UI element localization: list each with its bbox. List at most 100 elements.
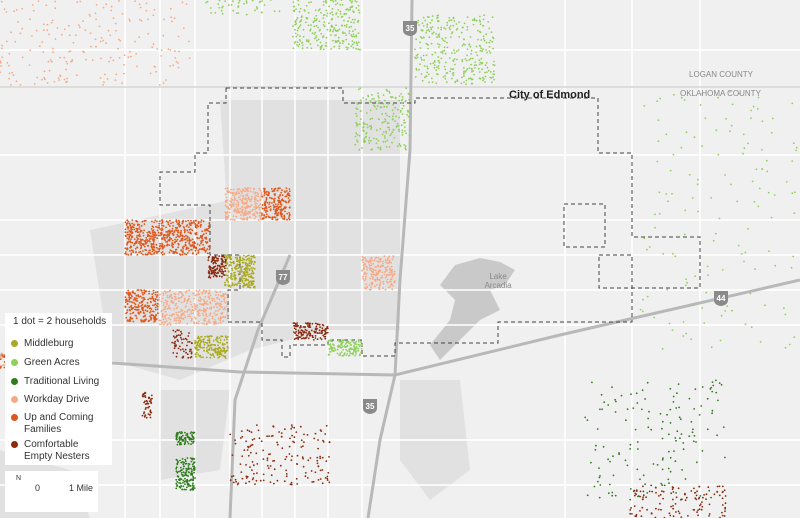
household-dot [318,332,321,334]
household-dot [401,98,404,101]
household-dot [285,455,288,458]
household-dot [608,483,611,486]
household-dot [258,1,261,4]
household-dot [68,50,70,53]
household-dot [208,314,211,317]
household-dot [186,353,189,356]
household-dot [670,505,672,508]
household-dot [687,514,689,517]
household-dot [293,331,295,333]
household-dot [214,11,217,14]
household-dot [191,248,193,251]
household-dot [190,457,193,460]
household-dot [347,43,350,45]
household-dot [469,57,472,60]
household-dot [392,274,394,277]
household-dot [41,78,44,81]
household-dot [239,255,241,257]
household-dot [225,201,228,204]
household-dot [384,112,387,115]
household-dot [388,92,391,94]
household-dot [150,314,153,317]
household-dot [95,4,98,6]
household-dot [148,230,151,233]
household-dot [226,279,229,282]
household-dot [251,478,254,481]
household-dot [357,48,360,51]
household-dot [366,266,369,269]
household-dot [148,249,151,252]
household-dot [279,211,282,213]
household-dot [224,343,226,346]
household-dot [456,80,459,82]
household-dot [207,352,210,354]
household-dot [171,244,173,247]
household-dot [248,430,251,433]
household-dot [1,354,4,356]
household-dot [204,296,207,298]
household-dot [185,469,188,472]
household-dot [231,199,234,201]
household-dot [194,353,197,356]
household-dot [480,39,483,41]
household-dot [328,441,331,444]
household-dot [184,348,187,351]
household-dot [288,214,291,217]
household-dot [277,203,280,206]
household-dot [455,23,458,25]
household-dot [196,243,199,246]
household-dot [224,308,227,311]
legend-item: Up and Coming Families [11,412,107,436]
household-dot [330,346,333,349]
household-dot [318,329,321,332]
household-dot [256,211,259,214]
household-dot [215,291,218,294]
household-dot [364,271,366,274]
household-dot [188,332,190,334]
household-dot [295,18,298,21]
household-dot [724,310,727,312]
household-dot [428,36,431,39]
household-dot [428,16,430,18]
household-dot [153,231,156,234]
household-dot [478,44,481,47]
household-dot [252,256,255,258]
household-dot [192,469,195,471]
household-dot [354,28,356,31]
household-dot [316,462,319,465]
household-dot [742,152,744,155]
household-dot [614,398,616,401]
household-dot [169,219,171,222]
household-dot [684,493,686,496]
household-dot [268,203,270,206]
household-dot [174,330,177,333]
legend-label: Workday Drive [24,394,90,405]
household-dot [252,272,255,275]
household-dot [783,307,785,310]
household-dot [227,316,229,318]
household-dot [72,41,75,44]
household-dot [242,214,245,216]
household-dot [437,16,439,19]
household-dot [333,27,336,29]
household-dot [194,220,197,222]
household-dot [188,313,191,316]
household-dot [288,216,291,218]
household-dot [48,33,50,36]
household-dot [245,279,248,282]
household-dot [245,266,247,269]
household-dot [238,272,241,275]
household-dot [256,206,258,209]
household-dot [194,342,197,345]
household-dot [278,199,281,202]
household-dot [150,228,153,230]
household-dot [230,264,232,267]
household-dot [141,297,144,299]
household-dot [166,313,168,316]
household-dot [479,49,482,52]
household-dot [326,477,329,480]
household-dot [164,299,167,302]
household-dot [181,309,184,312]
household-dot [252,477,255,479]
household-dot [492,70,495,73]
